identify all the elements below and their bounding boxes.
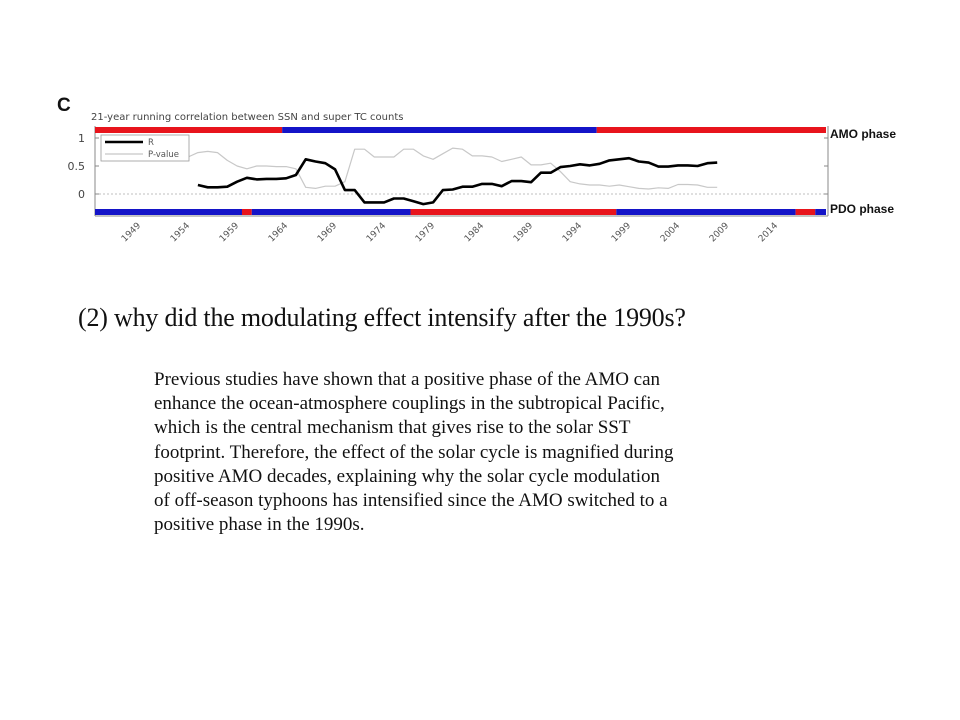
- pdo-phase-segment-negative: [815, 209, 826, 215]
- legend-label-pvalue: P-value: [148, 150, 179, 160]
- paragraph-line: footprint. Therefore, the effect of the …: [154, 441, 674, 463]
- pdo-phase-segment-negative: [616, 209, 796, 215]
- y-tick-label: 0: [78, 188, 85, 201]
- r-series-line: [197, 156, 718, 206]
- x-tick-label: 1974: [365, 221, 388, 244]
- amo-phase-label: AMO phase: [830, 127, 896, 141]
- paragraph-line: positive AMO decades, explaining why the…: [154, 465, 661, 487]
- x-tick-label: 1954: [169, 221, 192, 244]
- x-tick-label: 1989: [512, 221, 535, 244]
- slide-question: (2) why did the modulating effect intens…: [78, 303, 686, 332]
- pdo-phase-segment-positive: [410, 209, 617, 215]
- phase-bars: [95, 127, 826, 215]
- paragraph-line: which is the central mechanism that give…: [154, 417, 631, 439]
- legend: R P-value: [100, 134, 190, 162]
- panel-label: C: [57, 95, 71, 116]
- x-tick-label: 2014: [757, 221, 780, 244]
- paragraph-line: positive phase in the 1990s.: [154, 514, 365, 536]
- series-lines: [187, 147, 718, 206]
- x-tick-label: 1949: [120, 221, 143, 244]
- running-correlation-chart: C 21-year running correlation between SS…: [57, 95, 896, 244]
- pdo-phase-segment-positive: [241, 209, 252, 215]
- x-tick-label: 1994: [561, 221, 584, 244]
- x-tick-label: 1959: [218, 221, 241, 244]
- legend-box: [100, 134, 190, 162]
- x-tick-label: 2009: [708, 221, 731, 244]
- pdo-phase-segment-positive: [795, 209, 816, 215]
- x-tick-label: 1964: [267, 221, 290, 244]
- x-tick-label: 1979: [414, 221, 437, 244]
- x-tick-label: 2004: [659, 221, 682, 244]
- chart-title: 21-year running correlation between SSN …: [91, 112, 403, 123]
- legend-label-r: R: [148, 138, 154, 148]
- pdo-phase-segment-negative: [251, 209, 411, 215]
- paragraph-line: enhance the ocean-atmosphere couplings i…: [154, 393, 665, 415]
- amo-phase-segment-positive: [596, 127, 826, 133]
- paragraph-line: Previous studies have shown that a posit…: [154, 369, 661, 390]
- amo-phase-segment-positive: [95, 127, 283, 133]
- amo-phase-segment-negative: [282, 127, 597, 133]
- paragraph-line: of off-season typhoons has intensified s…: [154, 490, 668, 512]
- explanation-paragraph: Previous studies have shown that a posit…: [154, 368, 834, 537]
- x-tick-label: 1984: [463, 221, 486, 244]
- y-tick-label: 0.5: [68, 160, 86, 173]
- pdo-phase-label: PDO phase: [830, 202, 894, 216]
- x-tick-label: 1969: [316, 221, 339, 244]
- pdo-phase-segment-negative: [95, 209, 242, 215]
- x-tick-label: 1999: [610, 221, 633, 244]
- y-tick-label: 1: [78, 132, 85, 145]
- pvalue-series-line: [187, 147, 718, 190]
